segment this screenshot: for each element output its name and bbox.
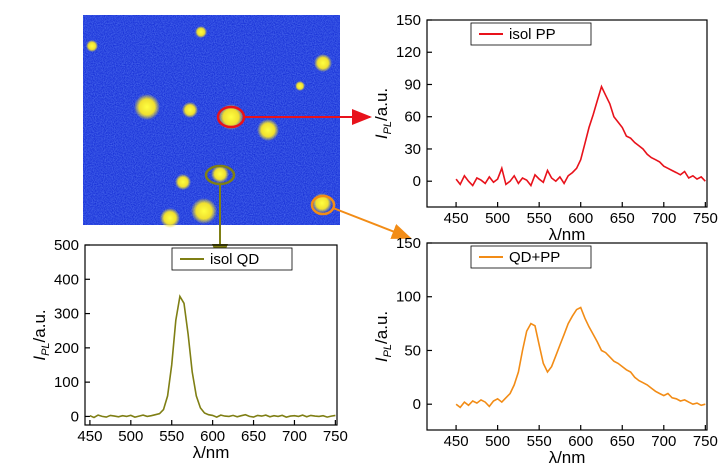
x-tick-label: 600 <box>200 428 225 445</box>
y-label-main: I <box>30 356 49 361</box>
legend-box <box>470 245 592 269</box>
legend-label: isol QD <box>210 251 259 268</box>
y-label-main: I <box>372 134 391 139</box>
y-label-sub: PL <box>382 121 394 134</box>
x-tick-label: 700 <box>651 210 676 227</box>
y-label-sub: PL <box>382 344 394 357</box>
y-axis-label: IPL/a.u. <box>372 311 394 362</box>
x-axis-label: λ/nm <box>193 443 230 462</box>
y-tick-label: 30 <box>404 141 421 158</box>
x-tick-label: 750 <box>693 433 718 450</box>
x-tick-label: 500 <box>485 210 510 227</box>
x-tick-label: 500 <box>118 428 143 445</box>
y-label-main: I <box>372 357 391 362</box>
y-tick-label: 90 <box>404 76 421 93</box>
legend-label: QD+PP <box>509 249 560 266</box>
x-tick-label: 650 <box>241 428 266 445</box>
y-tick-label: 0 <box>413 173 421 190</box>
x-tick-label: 600 <box>568 433 593 450</box>
plot-frame <box>84 244 338 426</box>
x-tick-label: 450 <box>444 210 469 227</box>
plot-frame <box>426 242 708 431</box>
x-tick-label: 650 <box>610 433 635 450</box>
y-tick-label: 0 <box>71 408 79 425</box>
y-label-rest: /a.u. <box>30 309 49 342</box>
x-tick-label: 450 <box>77 428 102 445</box>
x-tick-label: 700 <box>651 433 676 450</box>
y-tick-label: 100 <box>54 374 79 391</box>
y-label-rest: /a.u. <box>372 311 391 344</box>
x-axis-label: λ/nm <box>549 225 586 244</box>
y-tick-label: 50 <box>404 342 421 359</box>
x-tick-label: 550 <box>159 428 184 445</box>
plot-frame <box>426 19 708 208</box>
x-tick-label: 750 <box>323 428 348 445</box>
legend-label: isol PP <box>509 26 556 43</box>
spectrum-line <box>455 306 706 409</box>
y-tick-label: 500 <box>54 237 79 254</box>
x-tick-label: 700 <box>282 428 307 445</box>
x-tick-label: 550 <box>527 210 552 227</box>
x-axis-label: λ/nm <box>549 448 586 465</box>
legend-box <box>470 22 592 46</box>
chart: 450 500 550 600 650 700 750 0 30 60 90 120 150 λ/nm IP… <box>372 12 718 244</box>
legend-box <box>171 247 293 271</box>
spectrum-line <box>455 84 706 188</box>
y-axis-label: IPL/a.u. <box>372 88 394 139</box>
y-tick-label: 0 <box>413 396 421 413</box>
y-tick-label: 60 <box>404 109 421 126</box>
x-tick-label: 550 <box>527 433 552 450</box>
x-tick-label: 600 <box>568 210 593 227</box>
x-tick-label: 500 <box>485 433 510 450</box>
x-tick-label: 450 <box>444 433 469 450</box>
afm-image <box>83 15 412 264</box>
spectrum-line <box>89 294 336 419</box>
y-tick-label: 150 <box>396 12 421 29</box>
y-axis-label: IPL/a.u. <box>30 309 52 360</box>
y-tick-label: 300 <box>54 306 79 323</box>
y-tick-label: 400 <box>54 271 79 288</box>
y-tick-label: 120 <box>396 44 421 61</box>
chart: 450 500 550 600 650 700 750 0 50 100 150 λ/nm IPL/a.… <box>372 235 718 467</box>
x-tick-label: 750 <box>693 210 718 227</box>
y-tick-label: 150 <box>396 235 421 252</box>
y-tick-label: 200 <box>54 340 79 357</box>
y-tick-label: 100 <box>396 289 421 306</box>
x-tick-label: 650 <box>610 210 635 227</box>
chart: 450 500 550 600 650 700 750 0 100 200 300 400 500 λ/n… <box>30 237 348 462</box>
y-label-sub: PL <box>40 342 52 355</box>
y-label-rest: /a.u. <box>372 88 391 121</box>
